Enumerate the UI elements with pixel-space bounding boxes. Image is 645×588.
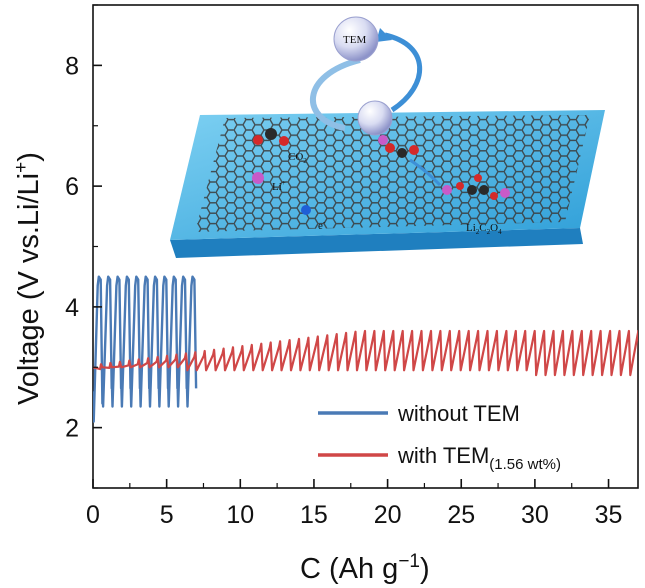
x-tick-label: 30 (521, 501, 549, 529)
x-tick-label: 20 (374, 501, 402, 529)
inset-tem-label: TEM (343, 34, 366, 46)
inset-intermediate (378, 135, 419, 158)
y-tick-label: 8 (65, 52, 79, 80)
x-axis-ticks: 0 5 10 15 20 25 30 35 (86, 479, 622, 529)
inset-product-molecule (442, 174, 510, 200)
legend-label-without-tem: without TEM (397, 401, 520, 426)
y-axis-ticks: 2 4 6 8 (65, 4, 102, 489)
inset-cycle-arrow (309, 57, 361, 131)
x-tick-label: 25 (447, 501, 475, 529)
inset-arrow-head (376, 28, 392, 42)
y-tick-label: 4 (65, 294, 79, 322)
y-tick-label: 6 (65, 173, 79, 201)
x-tick-label: 0 (86, 501, 100, 529)
y-tick-label: 2 (65, 415, 79, 443)
inset-co2-label: CO2 (288, 151, 307, 165)
series-without-tem-line (93, 275, 198, 423)
inset-electron-label: e- (318, 218, 326, 232)
series-with-tem-line (93, 329, 638, 377)
inset-li-label: Li+ (272, 179, 286, 193)
inset-tem-bubble (333, 16, 379, 62)
series-layer (93, 275, 638, 423)
x-tick-label: 15 (300, 501, 328, 529)
inset-cycle-arrow-return (384, 32, 423, 113)
x-tick-label: 5 (160, 501, 174, 529)
inset-li-atom (252, 172, 264, 184)
inset-surface-bubble (357, 100, 393, 136)
inset-co2-molecule (253, 128, 289, 146)
x-tick-label: 10 (226, 501, 254, 529)
inset-graphene-sheet (195, 115, 590, 232)
inset-product-label: Li2C2O4 (466, 222, 502, 236)
mechanism-inset: TEM CO2 Li+ e- (170, 16, 605, 258)
y-axis-title: Voltage (V vs.Li/Li+) (11, 152, 45, 405)
inset-slab-side (170, 228, 583, 258)
x-axis-title: C (Ah g−1) (300, 551, 430, 585)
legend-label-with-tem: with TEM(1.56 wt%) (397, 443, 561, 473)
legend: without TEM with TEM(1.56 wt%) (318, 401, 561, 473)
inset-electron (301, 205, 311, 215)
inset-product-arrow (409, 158, 442, 187)
x-tick-label: 35 (595, 501, 623, 529)
